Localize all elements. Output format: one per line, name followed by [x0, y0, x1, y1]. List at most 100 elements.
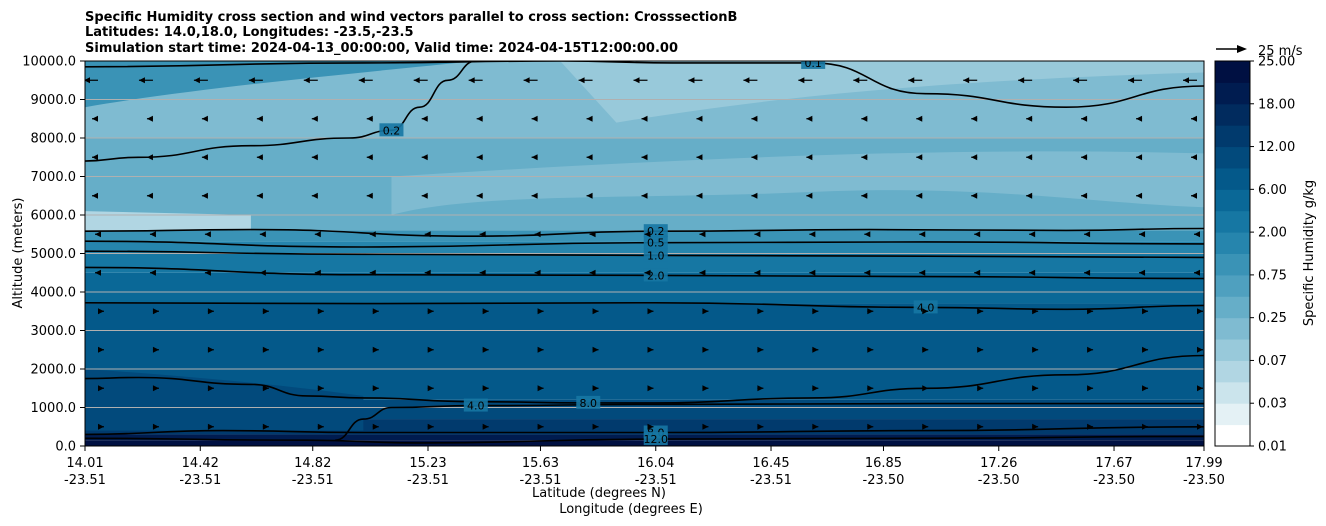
wind-vector-head	[537, 308, 544, 315]
wind-vector-arrow-icon	[641, 115, 648, 122]
wind-vector-arrow-icon	[85, 77, 98, 84]
contour-line-0.2	[85, 61, 476, 162]
colorbar-swatch	[1215, 403, 1250, 426]
wind-vector-head	[806, 192, 813, 199]
colorbar-swatch	[1215, 232, 1250, 254]
wind-vector-arrow-icon	[696, 115, 703, 122]
wind-vector-head	[589, 231, 596, 238]
wind-vector-head	[861, 115, 868, 122]
wind-vector-arrow-icon	[578, 77, 593, 84]
wind-vector-head	[702, 346, 709, 353]
contour-label-bg	[379, 123, 404, 137]
wind-vector-arrow-icon	[974, 231, 981, 238]
wind-vector-head	[92, 115, 98, 122]
wind-vector-head	[861, 154, 868, 161]
wind-vector-arrow-icon	[977, 346, 984, 353]
wind-vector-head	[919, 231, 926, 238]
contour-label: 12.0	[643, 433, 668, 446]
wind-vector-head	[916, 192, 923, 199]
wind-vector-head	[152, 385, 159, 392]
humidity-dry-wedge	[85, 211, 251, 231]
wind-vector-head	[421, 192, 428, 199]
wind-vector-head	[314, 269, 321, 276]
wind-vector-head	[757, 423, 764, 430]
y-tick-label: 0.0	[55, 440, 76, 455]
wind-vector-arrow-icon	[479, 231, 486, 238]
wind-vector-head	[702, 385, 709, 392]
wind-vector-arrow-icon	[702, 308, 709, 315]
contour-label-bg	[801, 61, 826, 69]
wind-vector-head	[421, 154, 428, 161]
wind-vector-head	[468, 77, 475, 84]
wind-vector-head	[427, 308, 434, 315]
wind-vector-head	[1029, 269, 1036, 276]
x-tick-label-lat: 16.04	[637, 456, 674, 471]
colorbar-swatch	[1215, 82, 1250, 105]
humidity-band-4	[85, 303, 1204, 400]
wind-vector-head	[476, 192, 483, 199]
wind-vector-head	[1032, 346, 1039, 353]
wind-vector-head	[262, 308, 269, 315]
x-tick-label-lon: -23.51	[179, 473, 221, 488]
wind-vector-arrow-icon	[977, 423, 984, 430]
wind-vector-head	[1197, 423, 1203, 430]
wind-vector-head	[1197, 308, 1203, 315]
wind-vector-arrow-icon	[479, 269, 486, 276]
wind-vector-head	[207, 308, 214, 315]
wind-vector-arrow-icon	[314, 269, 321, 276]
wind-vector-arrow-icon	[95, 269, 101, 276]
wind-vector-head	[146, 154, 153, 161]
wind-vector-head	[1191, 115, 1197, 122]
y-tick-label: 9000.0	[31, 93, 77, 108]
wind-vector-head	[149, 269, 156, 276]
wind-vector-arrow-icon	[751, 115, 758, 122]
wind-vector-arrow-icon	[809, 231, 816, 238]
wind-vector-arrow-icon	[369, 231, 376, 238]
wind-vector-head	[757, 346, 764, 353]
x-tick-label-lon: -23.51	[635, 473, 677, 488]
wind-vector-arrow-icon	[1142, 308, 1149, 315]
y-tick-label: 4000.0	[31, 286, 77, 301]
wind-vector-head	[537, 346, 544, 353]
y-tick-label: 8000.0	[31, 132, 77, 147]
wind-vector-head	[1081, 192, 1088, 199]
wind-vector-arrow-icon	[146, 154, 153, 161]
colorbar-swatch	[1215, 61, 1250, 83]
wind-vector-head	[259, 269, 266, 276]
x-tick-label-lon: -23.50	[978, 473, 1020, 488]
wind-vector-arrow-icon	[644, 231, 651, 238]
wind-vector-head	[366, 192, 373, 199]
wind-vector-head	[207, 385, 214, 392]
wind-vector-arrow-icon	[256, 115, 263, 122]
wind-vector-head	[207, 346, 214, 353]
y-axis-label: Altitude (meters)	[11, 198, 26, 309]
wind-vector-arrow-icon	[971, 192, 978, 199]
wind-vector-head	[812, 385, 819, 392]
wind-vector-arrow-icon	[1081, 192, 1088, 199]
wind-vector-head	[256, 154, 263, 161]
wind-vector-arrow-icon	[1084, 269, 1091, 276]
wind-vector-arrow-icon	[482, 423, 489, 430]
wind-vector-head	[421, 115, 428, 122]
plot-area: 0.10.20.20.51.02.04.08.04.08.012.0	[85, 61, 1204, 446]
wind-vector-arrow-icon	[1197, 308, 1203, 315]
wind-vector-head	[647, 308, 654, 315]
x-tick-label-lat: 14.82	[294, 456, 331, 471]
wind-vector-arrow-icon	[702, 423, 709, 430]
colorbar-swatch	[1215, 189, 1250, 212]
wind-vector-arrow-icon	[256, 154, 263, 161]
wind-vector-arrow-icon	[1032, 346, 1039, 353]
wind-vector-head	[702, 308, 709, 315]
wind-vector-head	[358, 77, 365, 84]
wind-vector-arrow-icon	[262, 423, 269, 430]
wind-vector-head	[1136, 115, 1143, 122]
wind-vector-head	[919, 269, 926, 276]
wind-vector-head	[92, 154, 98, 161]
wind-vector-arrow-icon	[366, 192, 373, 199]
wind-vector-head	[1197, 385, 1203, 392]
wind-vector-arrow-icon	[424, 269, 431, 276]
wind-vector-arrow-icon	[688, 77, 703, 84]
wind-vector-head	[1136, 154, 1143, 161]
wind-vector-head	[1026, 115, 1033, 122]
wind-vector-arrow-icon	[193, 77, 208, 84]
